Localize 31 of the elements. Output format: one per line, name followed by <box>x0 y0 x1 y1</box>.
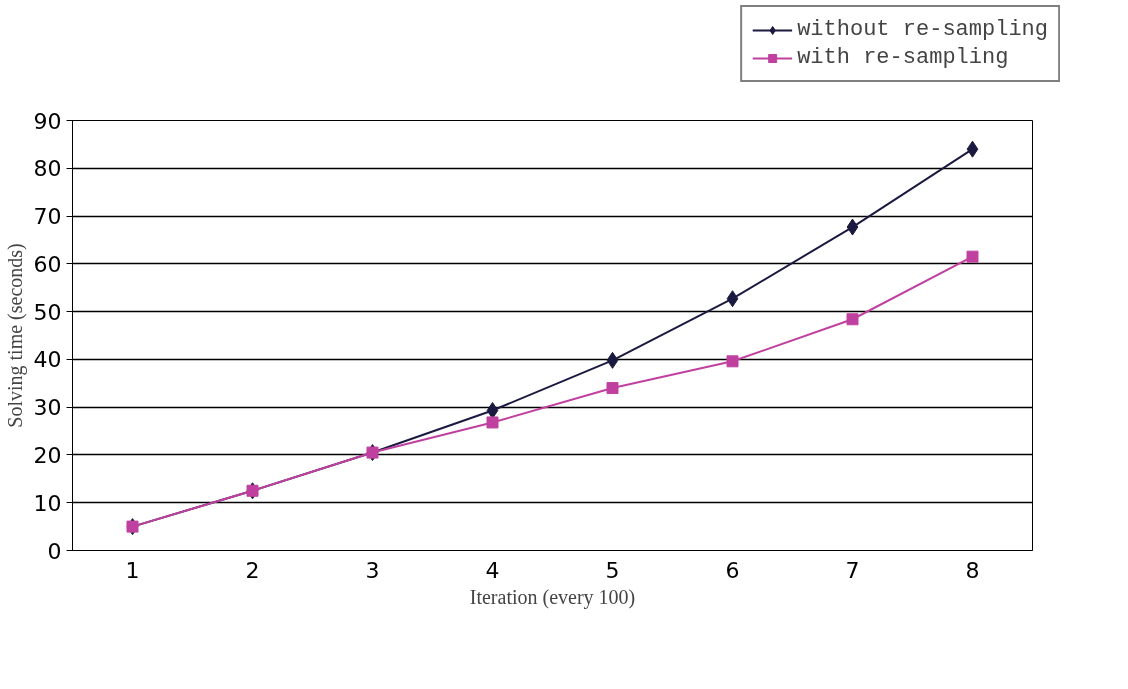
point <box>846 218 859 236</box>
point <box>486 416 499 429</box>
legend-label: without re-sampling <box>797 17 1048 42</box>
y-tick-label: 20 <box>33 442 62 468</box>
point <box>966 250 979 263</box>
y-tick-label: 80 <box>33 156 62 182</box>
point <box>606 382 619 395</box>
y-tick-label: 90 <box>33 108 62 134</box>
y-axis-title: Solving time (seconds) <box>3 243 27 428</box>
y-tick-label: 10 <box>33 490 62 516</box>
point <box>726 290 739 308</box>
point <box>846 313 859 326</box>
y-tick-label: 40 <box>33 347 62 373</box>
x-axis-title: Iteration (every 100) <box>469 585 636 609</box>
x-tick-label: 7 <box>845 557 860 583</box>
x-tick-label: 5 <box>605 557 620 583</box>
x-tick-label: 8 <box>965 557 980 583</box>
y-tick-label: 70 <box>33 204 62 230</box>
point <box>966 140 979 158</box>
x-tick-label: 6 <box>725 557 740 583</box>
y-tick-label: 30 <box>33 395 62 421</box>
x-tick-label: 2 <box>245 557 260 583</box>
x-tick-label: 3 <box>365 557 380 583</box>
x-tick-label: 1 <box>125 557 140 583</box>
legend-label: with re-sampling <box>797 45 1009 70</box>
y-tick-label: 0 <box>47 538 62 564</box>
y-tick-label: 50 <box>33 299 62 325</box>
point <box>606 351 619 369</box>
y-tick-label: 60 <box>33 251 62 277</box>
x-tick-label: 4 <box>485 557 500 583</box>
point <box>726 355 739 368</box>
